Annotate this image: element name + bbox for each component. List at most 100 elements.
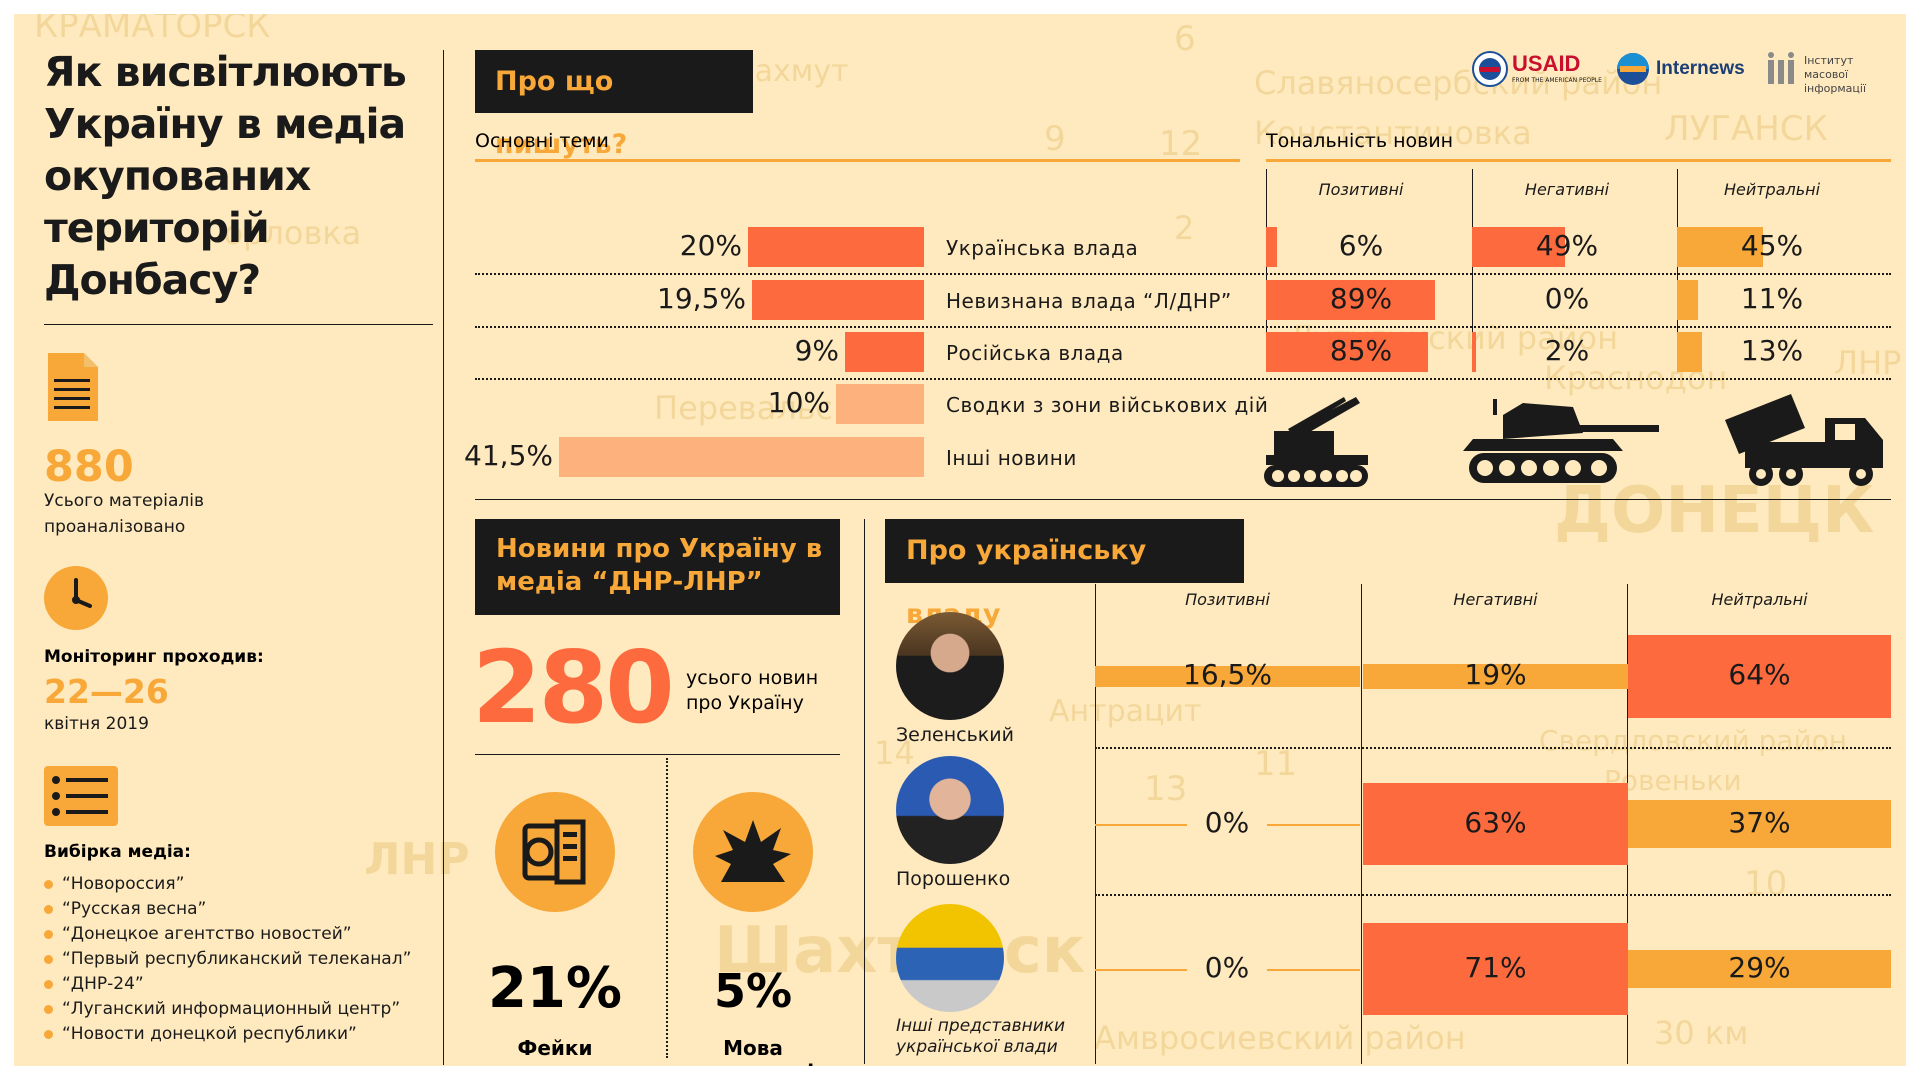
tone-bar [1677, 280, 1698, 320]
authority-bar [1628, 634, 1891, 718]
person-name: Зеленський [896, 724, 1014, 746]
tone-column-header: Негативні [1524, 180, 1610, 199]
tone-subheader: Тональність новин [1266, 130, 1454, 152]
tank-icon [1463, 399, 1659, 489]
ukraine-news-divider [475, 754, 840, 755]
tone-column-separator [1266, 169, 1267, 369]
sidebar-divider [443, 50, 444, 1065]
authority-value: 16,5% [1183, 658, 1272, 691]
authority-value: 0% [1187, 951, 1267, 984]
tone-value: 6% [1338, 229, 1384, 262]
fakes-icon [495, 792, 615, 912]
topic-bar [748, 227, 924, 267]
topic-label: Українська влада [946, 236, 1139, 260]
total-count: 880 [44, 442, 134, 492]
list-icon [44, 766, 118, 826]
topic-bar [845, 332, 924, 372]
map-label: 13 [1144, 769, 1188, 809]
map-label: ЛУГАНСК [1664, 109, 1828, 149]
authority-column-header: Нейтральні [1711, 590, 1808, 609]
authority-bar [1363, 783, 1628, 865]
map-label: Славяносербский район [1254, 64, 1663, 102]
ukraine-news-count-label: усього новин про Україну [686, 667, 819, 714]
map-label: КРАМАТОРСК [34, 14, 271, 46]
authority-value: 71% [1464, 951, 1527, 984]
title-divider [44, 324, 433, 325]
page-title: Як висвітлюють Україну в медіа окуповани… [44, 48, 407, 304]
map-label: 11 [1254, 744, 1298, 784]
authority-bar [1363, 923, 1628, 1015]
map-label: 2 [1174, 209, 1195, 247]
person-name: Порошенко [896, 868, 1011, 890]
tone-column-header: Нейтральні [1723, 180, 1821, 199]
internews-logo: Internews [1616, 52, 1746, 88]
authority-bar [1363, 663, 1628, 689]
tone-bar [1472, 227, 1565, 267]
authority-column-separator [1361, 584, 1362, 1064]
topics-header: Про що пишуть? [475, 50, 753, 160]
map-label: Бахмут [734, 54, 849, 89]
tone-bar [1266, 227, 1277, 267]
map-label: 12 [1159, 124, 1203, 164]
media-list: “Новороссия” “Русская весна” “Донецкое а… [44, 872, 411, 1047]
media-list-item: “Луганский информационный центр” [44, 997, 411, 1022]
infographic-canvas: КРАМАТОРСК Бахмут Славяносербский район ЛУГ… [14, 14, 1906, 1066]
tone-value: 2% [1544, 334, 1590, 367]
media-list-item: “Русская весна” [44, 897, 411, 922]
map-label: ДОНЕЦК [1554, 474, 1875, 548]
row-divider [475, 273, 1891, 275]
topics-subheader: Основні теми [475, 130, 609, 152]
imi-logo: Інститут масової інформації [1766, 52, 1896, 95]
media-list-item: “Первый республиканский телеканал” [44, 947, 411, 972]
ukraine-news-count: 280 [472, 629, 675, 746]
topic-label: Сводки з зони військових дій [946, 393, 1269, 417]
authority-divider [864, 519, 865, 1064]
topic-pct: 10% [767, 386, 830, 419]
tone-value: 0% [1544, 282, 1590, 315]
tone-underline [1266, 159, 1891, 162]
monitoring-dates: 22—26 [44, 672, 169, 711]
map-label: 30 км [1654, 1014, 1749, 1052]
map-label: ЛНР [1834, 344, 1902, 382]
topic-bar [752, 280, 924, 320]
person-photo [896, 612, 1004, 720]
explosion-icon [693, 792, 813, 912]
tone-value: 89% [1329, 282, 1393, 315]
authority-column-header: Позитивні [1185, 590, 1270, 609]
authority-bar [1095, 665, 1360, 687]
person-name: Інші представники української влади [896, 1016, 1066, 1057]
topic-pct: 9% [794, 334, 839, 367]
topic-pct: 20% [679, 229, 742, 262]
map-label: 6 [1174, 19, 1196, 59]
monitoring-label: Моніторинг проходив: [44, 647, 264, 667]
tone-bar [1266, 332, 1428, 372]
topic-bar [836, 384, 924, 424]
map-label: 9 [1044, 119, 1066, 159]
monitoring-month: квітня 2019 [44, 714, 149, 734]
tone-value: 45% [1740, 229, 1804, 262]
authority-value: 37% [1728, 806, 1791, 839]
topic-label: Невизнана влада “Л/ДНР” [946, 289, 1232, 313]
map-label: Перевальск [654, 389, 853, 427]
person-photo [896, 756, 1004, 864]
authority-row-divider [1095, 894, 1891, 896]
clock-icon [44, 566, 108, 630]
topic-label: Інші новини [946, 446, 1077, 470]
map-label: Амвросиевский район [1094, 1019, 1466, 1057]
sample-label: Вибірка медіа: [44, 842, 191, 862]
map-label: 10 [1744, 864, 1788, 904]
tone-column-separator [1472, 169, 1473, 369]
tone-bar [1677, 332, 1702, 372]
tone-value: 11% [1740, 282, 1804, 315]
map-label: Константиновка [1254, 114, 1532, 152]
rocket-launcher-icon [1725, 394, 1883, 490]
fakes-pct: 21% [487, 956, 623, 1021]
tone-bar [1266, 280, 1435, 320]
authority-bar [1628, 800, 1891, 848]
topic-label: Російська влада [946, 341, 1124, 365]
hate-pct: 5% [713, 964, 793, 1018]
map-label: Антрацит [1049, 694, 1202, 729]
topic-pct: 41,5% [464, 439, 553, 472]
ukraine-news-dotted-divider [666, 758, 668, 1058]
media-list-item: “Донецкое агентство новостей” [44, 922, 411, 947]
